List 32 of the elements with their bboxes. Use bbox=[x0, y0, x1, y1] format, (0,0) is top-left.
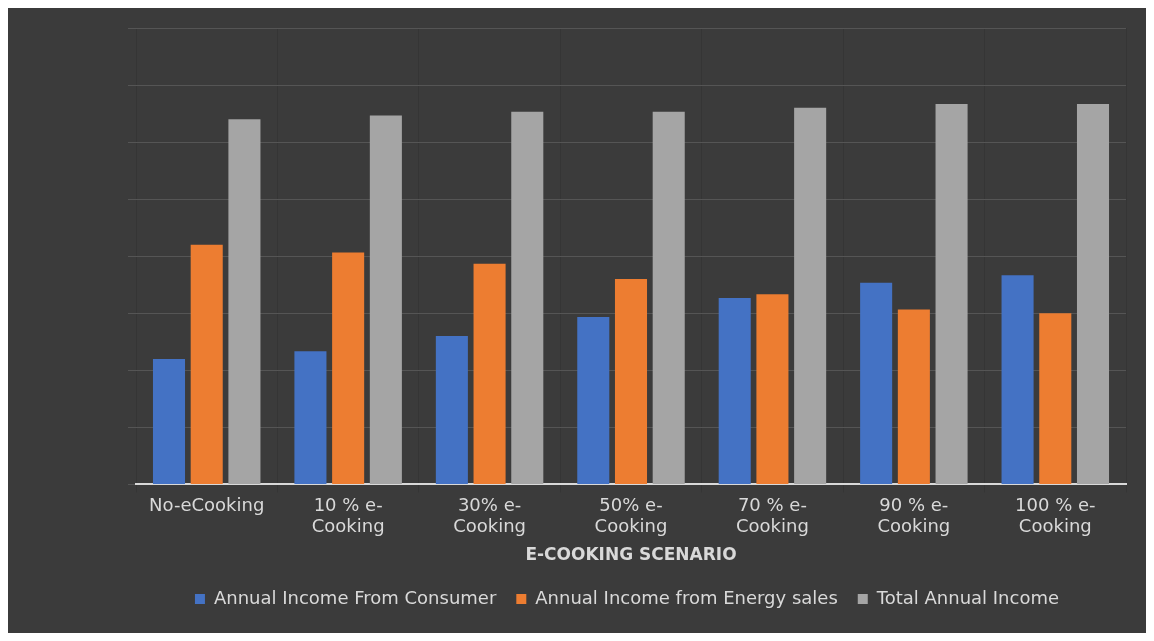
bar bbox=[935, 104, 968, 484]
bar bbox=[577, 317, 610, 484]
bar bbox=[369, 115, 402, 484]
bar bbox=[897, 309, 930, 484]
bar bbox=[228, 119, 261, 484]
bar bbox=[152, 358, 186, 484]
bar bbox=[652, 111, 685, 484]
x-tick-label: 70 % e-Cooking bbox=[736, 493, 809, 537]
x-axis-title: E-COOKING SCENARIO bbox=[525, 544, 737, 565]
x-tick-label: 90 % e-Cooking bbox=[877, 493, 951, 537]
bar bbox=[756, 294, 789, 484]
legend-label: Annual Income From Consumer bbox=[213, 586, 497, 608]
x-tick-label: 30% e-Cooking bbox=[453, 493, 526, 537]
x-tick-label: 50% e-Cooking bbox=[594, 493, 668, 537]
x-tick-label: No-eCooking bbox=[149, 493, 265, 515]
bar bbox=[860, 282, 893, 484]
bar bbox=[1039, 313, 1072, 484]
x-tick-label: 100 % e-Cooking bbox=[1015, 493, 1096, 537]
bar bbox=[1076, 104, 1110, 484]
bar bbox=[473, 263, 506, 484]
legend-label: Annual Income from Energy sales bbox=[535, 586, 838, 608]
bar bbox=[1001, 275, 1034, 484]
x-tick-label: 10 % e-Cooking bbox=[311, 493, 385, 537]
bar bbox=[614, 279, 648, 484]
bar bbox=[435, 336, 468, 484]
bar bbox=[294, 351, 327, 484]
bar bbox=[794, 107, 827, 484]
legend-label: Total Annual Income bbox=[875, 586, 1060, 608]
bar bbox=[190, 244, 223, 484]
bar bbox=[332, 252, 365, 484]
bar bbox=[511, 111, 544, 484]
bar bbox=[718, 298, 751, 484]
